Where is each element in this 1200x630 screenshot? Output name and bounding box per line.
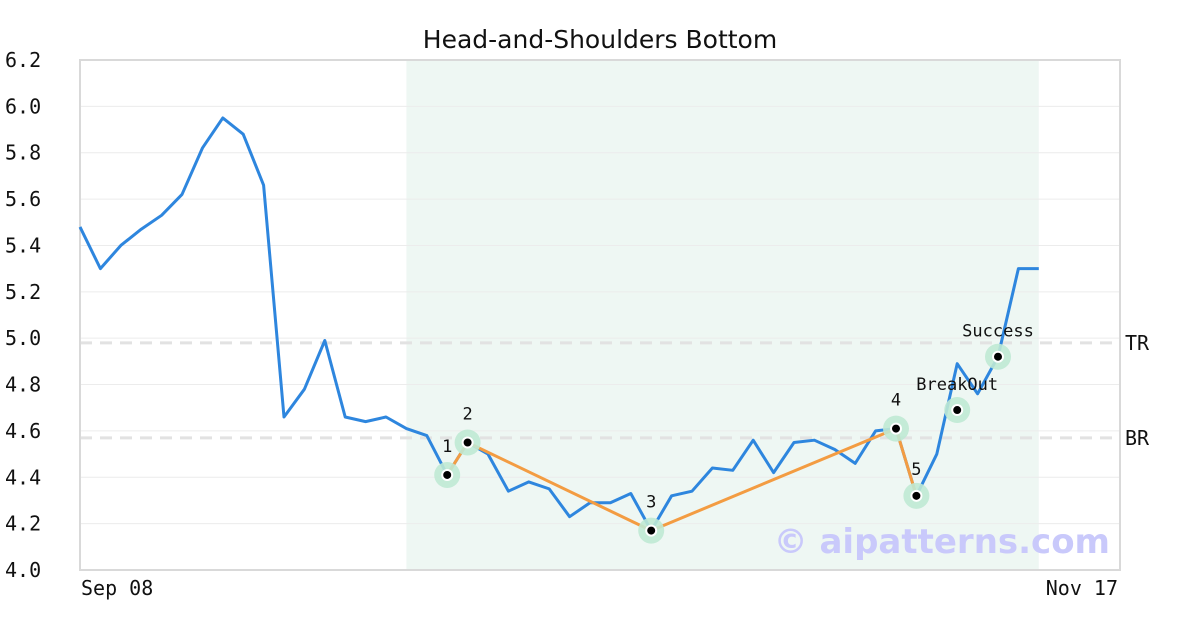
pattern-point-label: BreakOut [916, 375, 998, 395]
pattern-point-dot [890, 422, 902, 435]
plot-frame [79, 59, 1121, 571]
pattern-point-dot [461, 436, 474, 449]
y-tick-label: 5.4 [5, 233, 41, 257]
grid-layer [80, 105, 1120, 525]
y-tick-label: 4.4 [5, 465, 41, 489]
highlight-layer [406, 60, 1039, 570]
y-tick-label: 4.0 [5, 558, 41, 582]
pattern-point-dot [951, 404, 964, 417]
pattern-point-label: 3 [646, 493, 656, 513]
y-tick-label: 6.0 [5, 94, 41, 118]
watermark: © aipatterns.com [774, 522, 1110, 562]
marker-layer: 12 3 4 5 BreakOut Success [434, 322, 1034, 544]
pattern-point-dot [992, 350, 1004, 363]
y-tick-label: 5.0 [5, 326, 41, 350]
pattern-point-label: 5 [911, 460, 921, 480]
y-tick-label: 4.6 [5, 419, 41, 443]
pattern-point-dot [441, 468, 454, 481]
pattern-point-dot [910, 489, 923, 502]
ytick-layer: 4.0 4.2 4.4 4.6 4.8 5.0 5.2 5.4 5.6 5.8 6.0 6.2 [5, 48, 41, 582]
pattern-point-label: 2 [462, 405, 472, 425]
series-layer [78, 116, 1039, 533]
x-tick-label: Sep 08 [81, 576, 153, 600]
y-tick-label: 5.2 [5, 280, 41, 304]
xtick-layer: Sep 08 Nov 17 [81, 576, 1118, 600]
y-tick-label: 5.6 [5, 187, 41, 211]
y-tick-label: 6.2 [5, 48, 41, 72]
chart-title: Head-and-Shoulders Bottom [423, 25, 777, 54]
level-label-tr: TR [1125, 331, 1150, 355]
highlight-region [406, 60, 1039, 570]
y-tick-label: 5.8 [5, 141, 41, 165]
level-label-br: BR [1125, 426, 1150, 450]
price-series-line [78, 116, 1039, 533]
level-layer: TR BR [80, 331, 1150, 450]
y-tick-label: 4.2 [5, 512, 41, 536]
pattern-point-label: 4 [891, 391, 901, 411]
x-tick-label: Nov 17 [1046, 576, 1118, 600]
y-tick-label: 4.8 [5, 373, 41, 397]
pattern-point-label: Success [962, 322, 1034, 342]
pattern-point-label: 1 [442, 437, 452, 457]
pattern-point-dot [645, 524, 658, 537]
